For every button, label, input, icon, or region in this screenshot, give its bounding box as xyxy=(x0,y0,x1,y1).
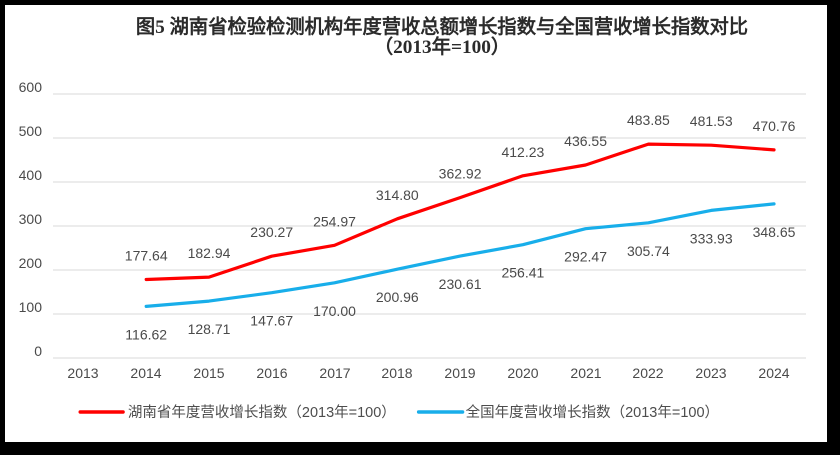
svg-text:2014: 2014 xyxy=(130,365,161,381)
svg-text:600: 600 xyxy=(19,79,43,95)
svg-text:147.67: 147.67 xyxy=(250,313,293,329)
svg-text:全国年度营收增长指数（2013年=100）: 全国年度营收增长指数（2013年=100） xyxy=(466,403,719,421)
svg-text:2015: 2015 xyxy=(193,365,224,381)
svg-text:230.61: 230.61 xyxy=(439,276,482,292)
svg-text:2021: 2021 xyxy=(570,365,601,381)
svg-text:170.00: 170.00 xyxy=(313,303,356,319)
svg-text:314.80: 314.80 xyxy=(376,187,419,203)
svg-text:116.62: 116.62 xyxy=(125,326,167,342)
svg-text:305.74: 305.74 xyxy=(627,243,670,259)
svg-text:2016: 2016 xyxy=(256,365,287,381)
svg-text:348.65: 348.65 xyxy=(753,224,796,240)
svg-text:333.93: 333.93 xyxy=(690,230,733,246)
svg-text:230.27: 230.27 xyxy=(250,224,293,240)
svg-text:2018: 2018 xyxy=(381,365,412,381)
svg-text:100: 100 xyxy=(19,299,43,315)
svg-text:177.64: 177.64 xyxy=(125,248,168,264)
svg-text:300: 300 xyxy=(19,211,43,227)
svg-text:200.96: 200.96 xyxy=(376,289,419,305)
svg-text:481.53: 481.53 xyxy=(690,113,733,129)
svg-text:254.97: 254.97 xyxy=(313,213,356,229)
svg-text:470.76: 470.76 xyxy=(753,118,796,134)
svg-text:292.47: 292.47 xyxy=(564,249,607,265)
svg-text:412.23: 412.23 xyxy=(501,144,544,160)
svg-text:2020: 2020 xyxy=(507,365,538,381)
svg-text:2023: 2023 xyxy=(695,365,726,381)
svg-text:2024: 2024 xyxy=(758,365,789,381)
svg-text:362.92: 362.92 xyxy=(439,166,482,182)
svg-text:湖南省年度营收增长指数（2013年=100）: 湖南省年度营收增长指数（2013年=100） xyxy=(128,404,396,421)
svg-text:2019: 2019 xyxy=(444,365,475,381)
svg-text:2017: 2017 xyxy=(319,365,350,381)
svg-text:0: 0 xyxy=(34,343,42,359)
svg-text:2013: 2013 xyxy=(67,365,98,381)
svg-text:200: 200 xyxy=(19,255,43,271)
svg-text:182.94: 182.94 xyxy=(188,245,231,261)
svg-text:500: 500 xyxy=(19,123,43,139)
svg-text:2022: 2022 xyxy=(632,365,663,381)
svg-text:400: 400 xyxy=(19,167,43,183)
svg-text:128.71: 128.71 xyxy=(188,321,231,337)
svg-text:436.55: 436.55 xyxy=(564,133,607,149)
svg-text:483.85: 483.85 xyxy=(627,112,670,128)
svg-text:256.41: 256.41 xyxy=(501,265,544,281)
